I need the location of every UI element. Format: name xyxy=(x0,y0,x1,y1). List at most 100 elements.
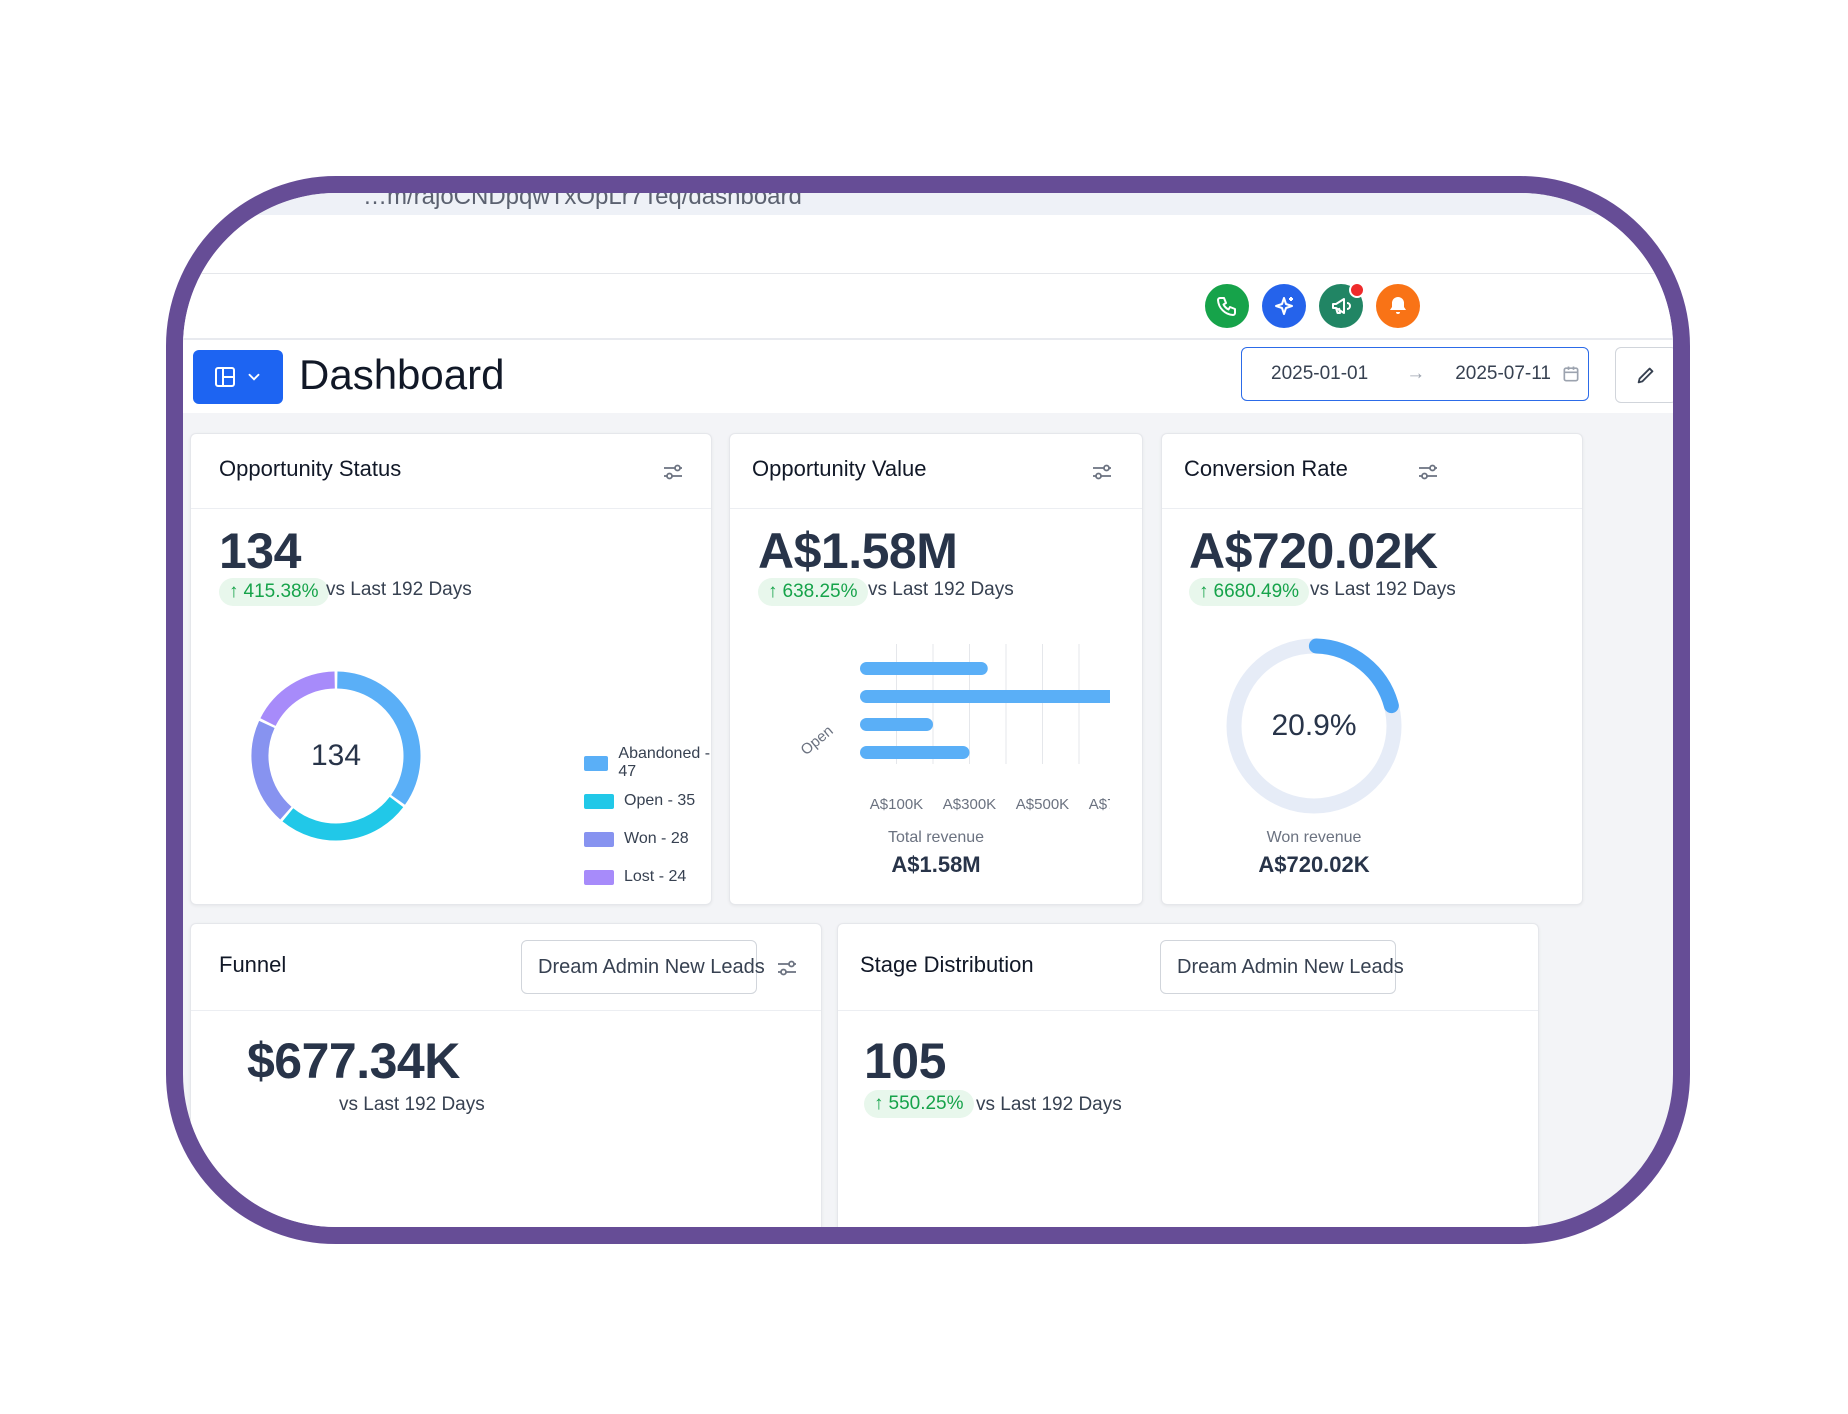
sliders-icon[interactable] xyxy=(1090,460,1114,484)
card-title: Funnel xyxy=(219,952,287,977)
arrow-up-icon: ↑ xyxy=(229,581,239,602)
stage-distribution-card: Stage Distribution Dream Admin New Leads… xyxy=(837,923,1539,1227)
donut-chart xyxy=(251,671,421,841)
arrow-right-icon: → xyxy=(1406,363,1426,384)
conversion-rate-card: Conversion Rate A$720.02K ↑ 6680.49% vs … xyxy=(1161,433,1583,905)
change-badge: ↑ 550.25% xyxy=(864,1090,974,1118)
pipeline-dropdown[interactable]: Dream Admin New Leads xyxy=(521,940,765,994)
won-revenue-label: Won revenue xyxy=(1266,829,1362,846)
kpi-value: A$1.58M xyxy=(758,523,958,579)
change-value: 6680.49% xyxy=(1213,581,1300,602)
legend-label: Open - 35 xyxy=(624,792,696,809)
bar[interactable] xyxy=(860,662,988,675)
change-badge: ↑ 415.38% xyxy=(219,578,329,606)
arrow-up-icon: ↑ xyxy=(874,1093,884,1114)
phone-icon xyxy=(1217,297,1236,316)
legend-item[interactable]: Won - 28 xyxy=(584,820,711,858)
total-revenue-label: Total revenue xyxy=(887,829,985,846)
date-range-picker[interactable]: 2025-01-01 → 2025-07-11 xyxy=(1241,347,1589,401)
legend-label: Won - 28 xyxy=(624,830,689,847)
chevron-down-icon xyxy=(248,373,260,381)
comparison-text: vs Last 192 Days xyxy=(868,579,1014,600)
comparison-text: vs Last 192 Days xyxy=(976,1094,1122,1115)
legend-swatch xyxy=(584,831,614,847)
donut-center-label: 134 xyxy=(310,739,362,772)
change-value: 550.25% xyxy=(888,1093,964,1114)
opportunity-value-card: Opportunity Value A$1.58M ↑ 638.25% vs L… xyxy=(729,433,1143,905)
change-value: 638.25% xyxy=(782,581,858,602)
card-header: Opportunity Status xyxy=(191,434,711,509)
kpi-value: 105 xyxy=(864,1033,946,1089)
legend-item[interactable]: Abandoned - 47 xyxy=(584,744,711,782)
funnel-card: Funnel Dream Admin New Leads $677.34K vs… xyxy=(190,923,822,1227)
comparison-text: vs Last 192 Days xyxy=(339,1094,485,1115)
notification-dot xyxy=(1349,282,1365,298)
card-title: Opportunity Status xyxy=(219,456,402,481)
sliders-icon[interactable] xyxy=(661,460,685,484)
opportunity-status-card: Opportunity Status 134 ↑ 415.38% vs Last… xyxy=(190,433,712,905)
category-label: Open xyxy=(798,722,837,759)
phone-button[interactable] xyxy=(1205,284,1249,328)
donut-slice-open[interactable] xyxy=(282,796,404,841)
legend-swatch xyxy=(584,869,614,885)
bar[interactable] xyxy=(860,718,933,731)
bar[interactable] xyxy=(860,690,1110,703)
page-title: Dashboard xyxy=(299,351,505,398)
card-header: Stage Distribution Dream Admin New Leads xyxy=(838,924,1538,1011)
card-title: Opportunity Value xyxy=(752,456,927,481)
ai-assistant-button[interactable] xyxy=(1262,284,1306,328)
gauge-progress xyxy=(1308,638,1399,714)
pipeline-selected: Dream Admin New Leads xyxy=(1177,955,1404,978)
calendar-icon xyxy=(1563,366,1579,382)
tick-label: A$500K xyxy=(1016,796,1069,813)
bell-icon xyxy=(1390,297,1406,314)
pencil-icon xyxy=(1637,367,1654,384)
date-end[interactable]: 2025-07-11 xyxy=(1455,363,1551,384)
legend-swatch xyxy=(584,793,614,809)
comparison-text: vs Last 192 Days xyxy=(1310,579,1456,600)
top-nav xyxy=(183,274,1673,340)
card-header: Opportunity Value xyxy=(730,434,1142,509)
card-header: Conversion Rate xyxy=(1162,434,1582,509)
sliders-icon[interactable] xyxy=(775,956,799,980)
date-start[interactable]: 2025-01-01 xyxy=(1271,363,1369,384)
layout-switcher-button[interactable] xyxy=(193,350,283,404)
gauge-value: 20.9% xyxy=(1271,709,1357,742)
legend-swatch xyxy=(584,755,609,771)
layout-icon xyxy=(215,367,235,387)
chart-legend: Abandoned - 47 Open - 35 Won - 28 Lost - 24 xyxy=(584,744,711,896)
tick-label: A$100K xyxy=(870,796,923,813)
legend-label: Abandoned - 47 xyxy=(618,745,711,780)
kpi-value: 134 xyxy=(219,523,301,579)
legend-item[interactable]: Open - 35 xyxy=(584,782,711,820)
notifications-button[interactable] xyxy=(1376,284,1420,328)
donut-slice-lost[interactable] xyxy=(260,671,336,727)
card-header: Funnel Dream Admin New Leads xyxy=(191,924,821,1011)
legend-label: Lost - 24 xyxy=(624,868,687,885)
card-title: Stage Distribution xyxy=(860,952,1034,977)
megaphone-icon xyxy=(1332,298,1351,314)
card-title: Conversion Rate xyxy=(1184,456,1348,481)
kpi-value: $677.34K xyxy=(247,1033,460,1089)
edit-dashboard-button[interactable] xyxy=(1615,347,1673,403)
url-text: …m/rajoCNDpqwTxOpLr7Teq/dashboard xyxy=(363,183,802,210)
pipeline-dropdown[interactable]: Dream Admin New Leads xyxy=(1160,940,1404,994)
bar-chart: Open A$100K A$300K A$500K A$700K xyxy=(798,644,1110,813)
donut-slice-abandoned[interactable] xyxy=(336,671,421,805)
kpi-value: A$720.02K xyxy=(1189,523,1438,579)
conversion-gauge xyxy=(1226,638,1402,814)
tick-label: A$700K xyxy=(1089,796,1110,813)
sliders-icon[interactable] xyxy=(1416,460,1440,484)
won-revenue-value: A$720.02K xyxy=(1258,852,1370,877)
announcements-button[interactable] xyxy=(1319,282,1365,328)
arrow-up-icon: ↑ xyxy=(1199,581,1209,602)
comparison-text: vs Last 192 Days xyxy=(326,579,472,600)
bar[interactable] xyxy=(860,746,970,759)
change-value: 415.38% xyxy=(243,581,319,602)
browser-toolbar xyxy=(183,215,1673,274)
legend-item[interactable]: Lost - 24 xyxy=(584,858,711,896)
total-revenue-value: A$1.58M xyxy=(891,852,981,877)
browser-url-bar[interactable]: …m/rajoCNDpqwTxOpLr7Teq/dashboard xyxy=(183,193,1673,215)
donut-slice-won[interactable] xyxy=(251,720,292,820)
page-header: Dashboard 2025-01-01 → 2025-07-11 xyxy=(183,340,1673,413)
